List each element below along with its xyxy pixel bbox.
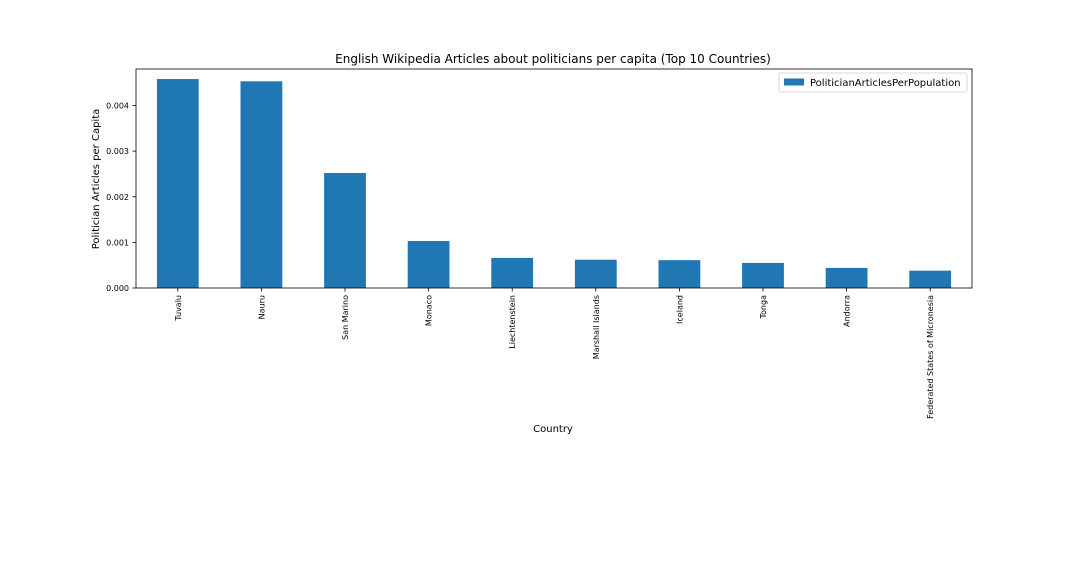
bar-monaco (407, 241, 450, 288)
x-tick-label: Marshall Islands (592, 295, 601, 359)
x-tick-label: San Marino (341, 295, 350, 340)
legend-swatch (784, 78, 804, 86)
x-tick-label: Tonga (759, 295, 768, 320)
y-tick-label: 0.002 (106, 193, 129, 202)
bar-iceland (658, 260, 701, 288)
y-axis-label: Politician Articles per Capita (91, 109, 102, 250)
plot-frame (135, 68, 973, 289)
bar-nauru (240, 81, 283, 288)
x-tick-label: Monaco (425, 295, 434, 326)
bar-san-marino (324, 173, 366, 288)
legend-box (778, 72, 968, 93)
bar-marshall-islands (574, 259, 617, 288)
y-tick-label: 0.004 (106, 102, 129, 111)
x-tick-label: Liechtenstein (508, 295, 517, 349)
x-tick-label: Andorra (843, 295, 852, 327)
bar-federated-states-of-micronesia (909, 270, 952, 288)
x-tick-label: Nauru (257, 295, 266, 319)
plot-area: 0.000 0.001 0.002 0.003 0.004 Tuvalu Nauru San … (106, 68, 973, 419)
x-axis-label: Country (533, 424, 573, 435)
legend: PoliticianArticlesPerPopulation (778, 72, 968, 93)
x-tick-label: Tuvalu (174, 295, 183, 322)
x-tick-label: Federated States of Micronesia (926, 295, 935, 419)
bar-tonga (742, 262, 784, 288)
y-tick-label: 0.000 (106, 284, 129, 293)
legend-label: PoliticianArticlesPerPopulation (810, 78, 961, 89)
bar-tuvalu (156, 79, 199, 288)
bar-andorra (825, 267, 868, 288)
chart-title: English Wikipedia Articles about politic… (335, 52, 771, 66)
y-tick-label: 0.003 (106, 147, 129, 156)
x-tick-label: Iceland (675, 295, 684, 324)
y-tick-label: 0.001 (106, 238, 129, 247)
bar-liechtenstein (491, 257, 534, 288)
